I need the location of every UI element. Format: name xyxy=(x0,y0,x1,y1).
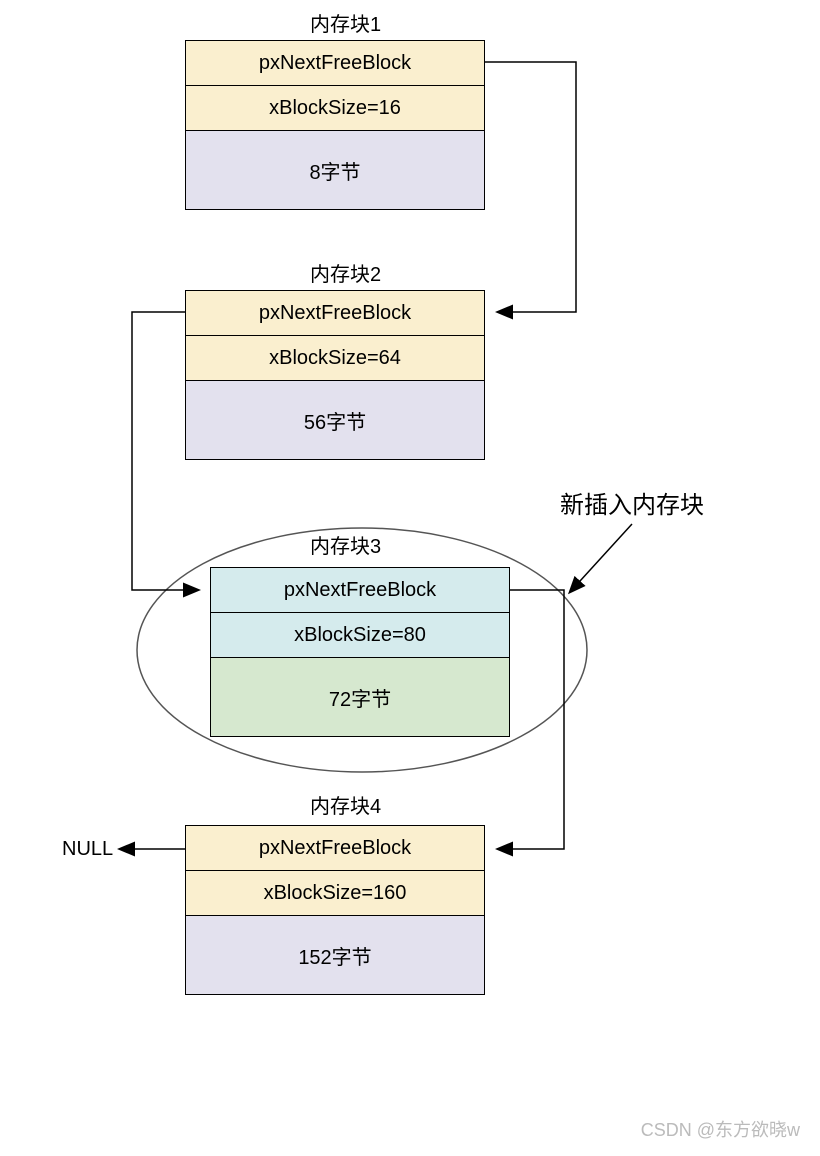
null-label: NULL xyxy=(62,838,113,861)
memory-block-3: pxNextFreeBlockxBlockSize=8072字节 xyxy=(210,567,510,737)
block-2-row-1: pxNextFreeBlock xyxy=(186,291,484,336)
block-2-row-3: 56字节 xyxy=(186,381,484,459)
memory-block-2: pxNextFreeBlockxBlockSize=6456字节 xyxy=(185,290,485,460)
block-1-row-1: pxNextFreeBlock xyxy=(186,41,484,86)
block-4-row-2: xBlockSize=160 xyxy=(186,871,484,916)
block-title-3: 内存块3 xyxy=(310,530,381,559)
block-1-row-2: xBlockSize=16 xyxy=(186,86,484,131)
annotation-new-block: 新插入内存块 xyxy=(560,485,704,520)
block-3-row-1: pxNextFreeBlock xyxy=(211,568,509,613)
block-3-row-2: xBlockSize=80 xyxy=(211,613,509,658)
memory-block-4: pxNextFreeBlockxBlockSize=160152字节 xyxy=(185,825,485,995)
block-title-1: 内存块1 xyxy=(310,8,381,37)
block-2-row-2: xBlockSize=64 xyxy=(186,336,484,381)
block-4-row-1: pxNextFreeBlock xyxy=(186,826,484,871)
block-3-row-3: 72字节 xyxy=(211,658,509,736)
block-1-row-3: 8字节 xyxy=(186,131,484,209)
memory-block-1: pxNextFreeBlockxBlockSize=168字节 xyxy=(185,40,485,210)
arrow-a5 xyxy=(570,524,632,592)
block-4-row-3: 152字节 xyxy=(186,916,484,994)
arrow-a1 xyxy=(485,62,576,312)
watermark: CSDN @东方欲晓w xyxy=(641,1116,800,1142)
block-title-4: 内存块4 xyxy=(310,790,381,819)
block-title-2: 内存块2 xyxy=(310,258,381,287)
